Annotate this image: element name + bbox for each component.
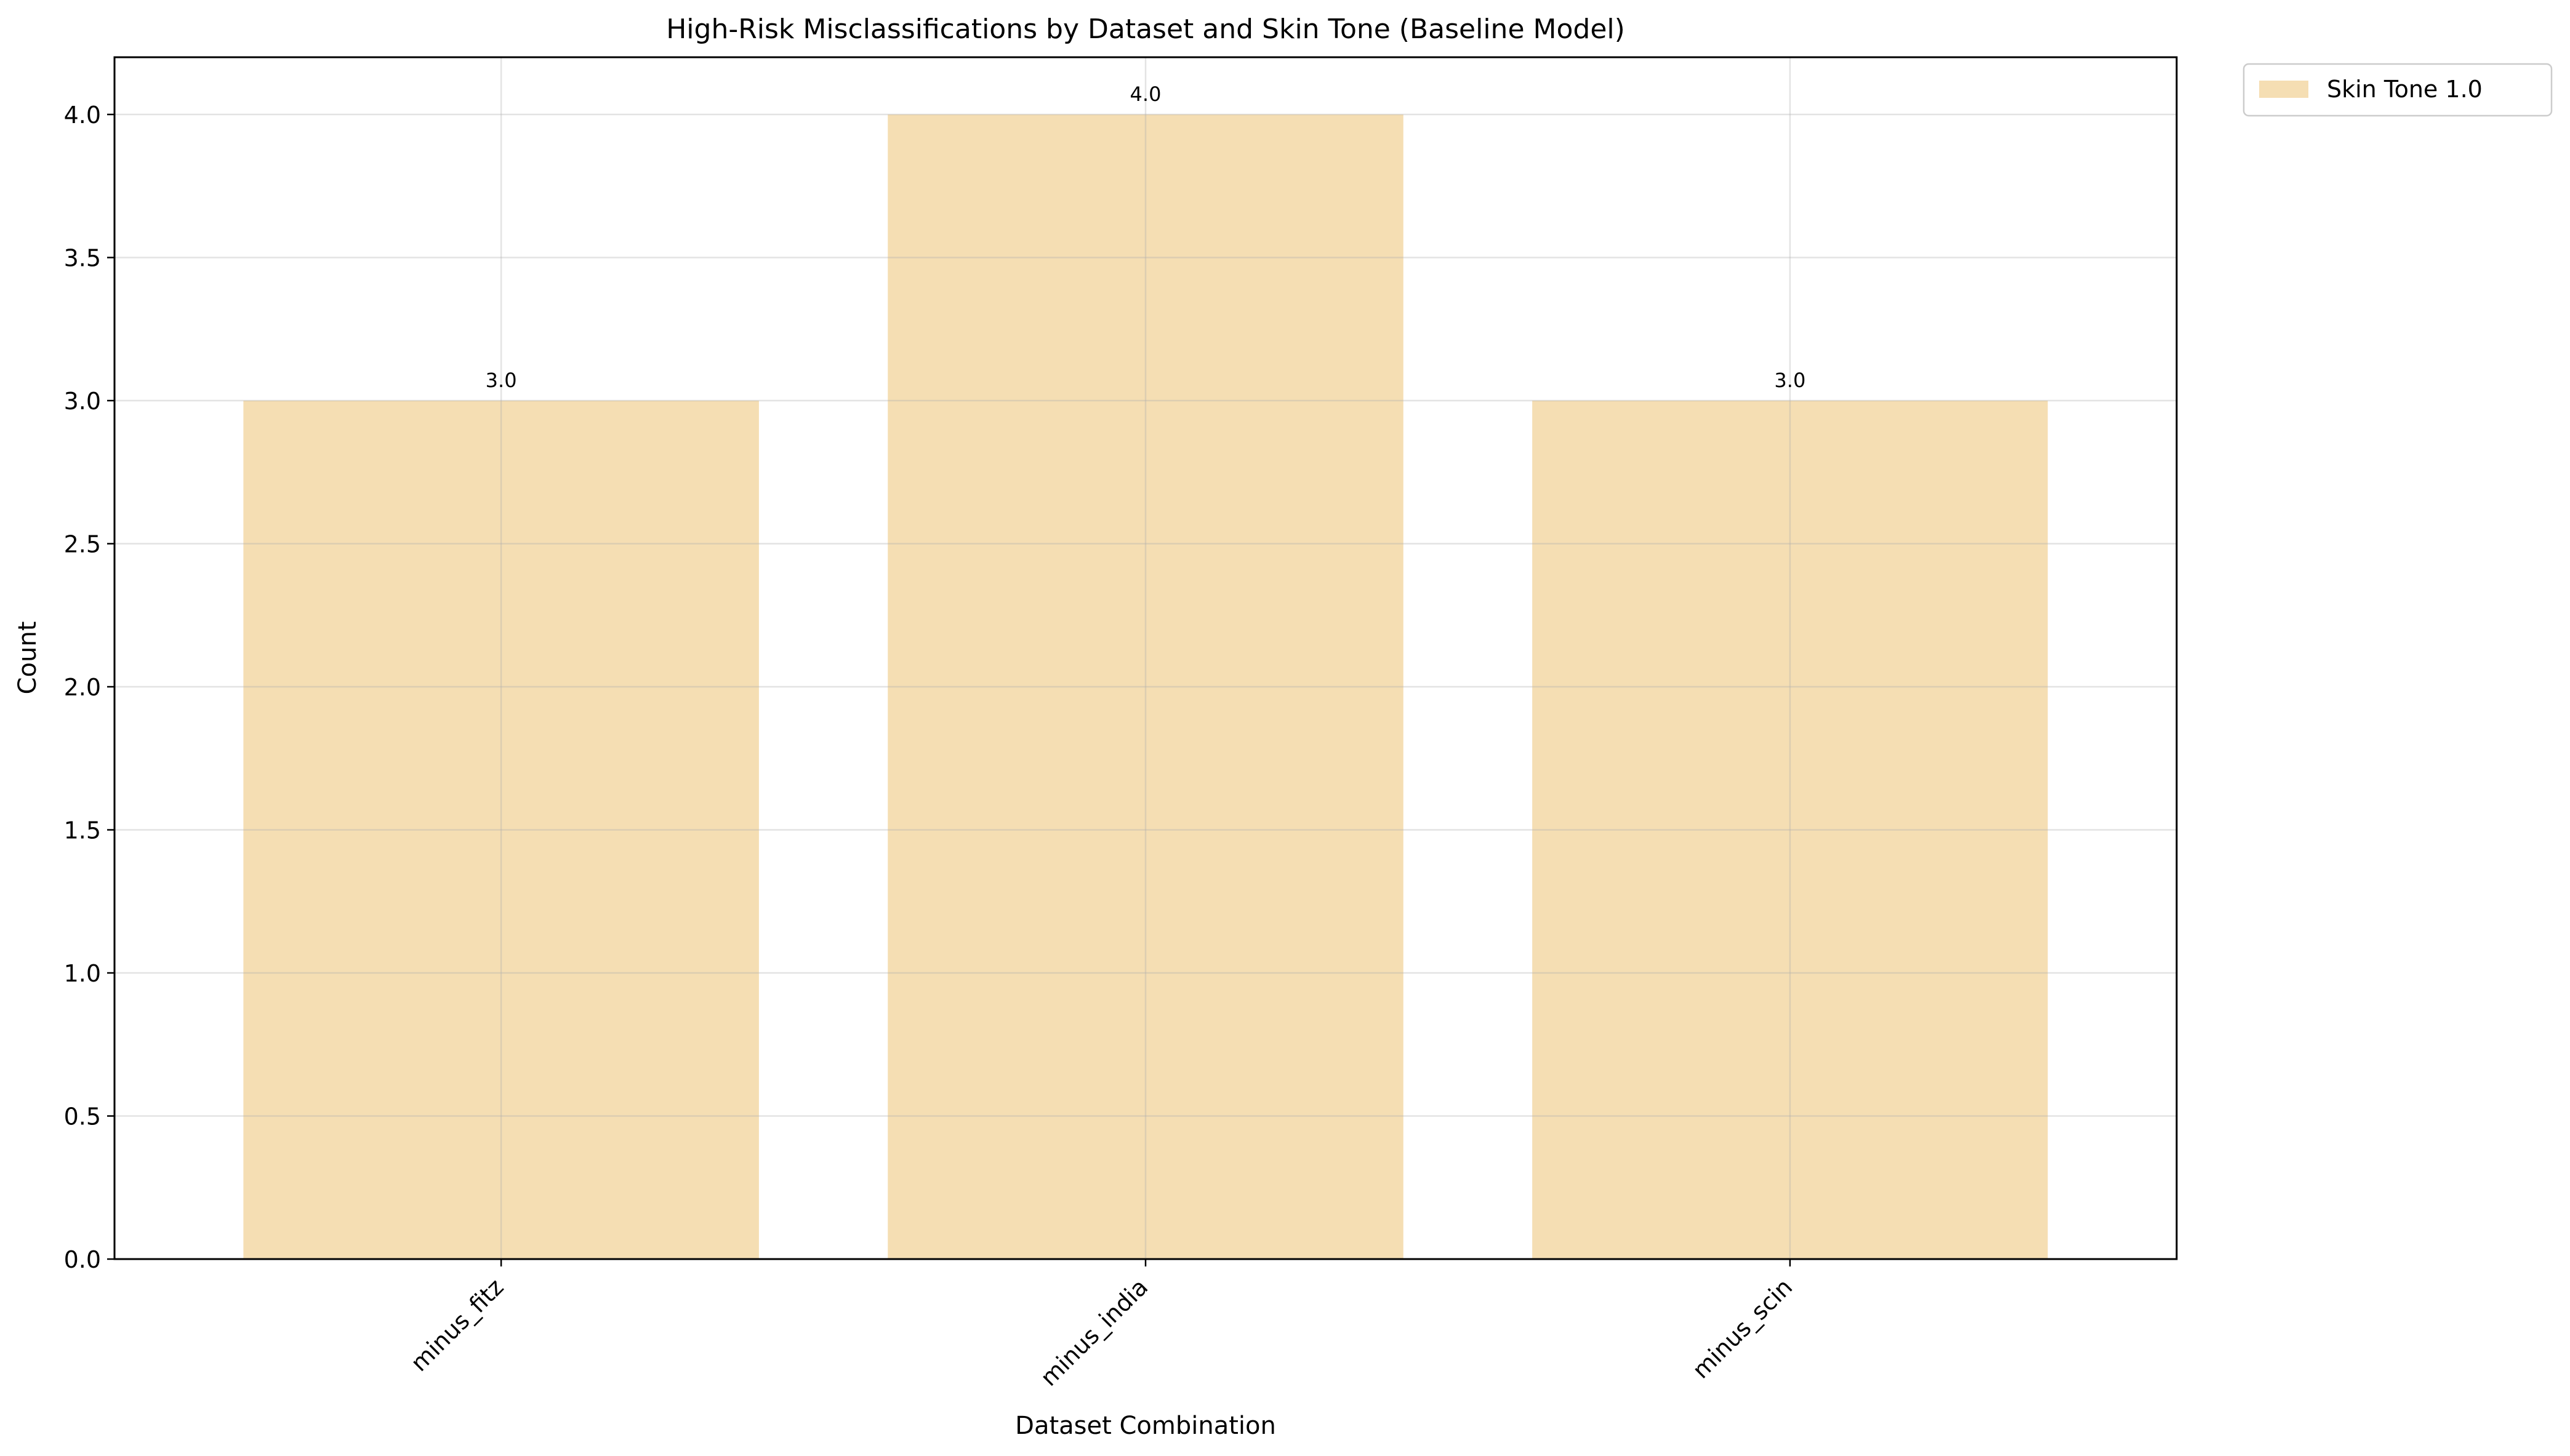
y-axis-label: Count [14,622,42,695]
y-tick-label: 0.5 [64,1103,101,1130]
y-tick-label: 4.0 [64,102,101,129]
data-labels: 3.0 4.0 3.0 [486,82,1806,392]
data-label: 3.0 [486,369,517,392]
y-tick-label: 3.0 [64,388,101,415]
y-tick-label: 3.5 [64,245,101,272]
y-tick-label: 1.0 [64,960,101,987]
bar-minus_india [888,114,1403,1259]
y-tick-label: 2.5 [64,531,101,558]
legend-frame [2243,63,2553,117]
bar-minus_fitz [243,401,759,1259]
legend-swatch [2259,81,2308,98]
y-axis: 0.0 0.5 1.0 1.5 2.0 2.5 3.0 3.5 4.0 [64,102,114,1273]
legend: Skin Tone 1.0 [2243,63,2553,117]
y-tick-label: 2.0 [64,674,101,701]
y-tick-label: 1.5 [64,817,101,844]
bar-minus_scin [1532,401,2048,1259]
legend-label: Skin Tone 1.0 [2327,76,2483,103]
data-label: 4.0 [1130,82,1162,106]
y-tick-label: 0.0 [64,1246,101,1273]
chart-title: High-Risk Misclassifications by Dataset … [666,14,1625,45]
x-axis-label: Dataset Combination [1015,1412,1276,1440]
bars [243,114,2048,1259]
data-label: 3.0 [1774,369,1805,392]
